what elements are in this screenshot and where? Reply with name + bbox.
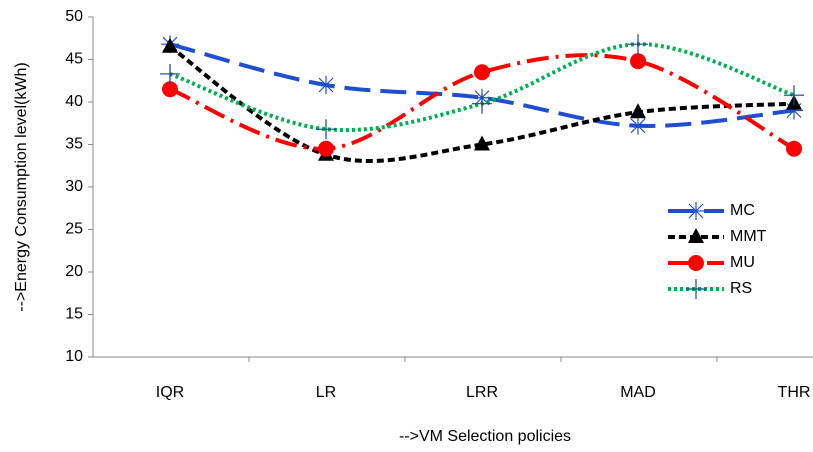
x-tick-label: LR xyxy=(316,384,336,401)
marker xyxy=(628,34,648,55)
marker xyxy=(630,53,646,70)
y-tick-label: 30 xyxy=(65,178,83,195)
marker xyxy=(629,116,647,135)
y-axis-label: -->Energy Consumption level(kWh) xyxy=(13,62,30,311)
marker xyxy=(688,228,704,243)
x-tick-label: MAD xyxy=(620,384,656,401)
legend-label: RS xyxy=(730,280,752,297)
x-tick-label: THR xyxy=(778,384,811,401)
legend-label: MMT xyxy=(730,228,767,245)
series-line xyxy=(168,45,795,163)
x-tick-label: LRR xyxy=(466,384,498,401)
marker xyxy=(474,135,490,151)
marker xyxy=(160,63,180,84)
series-line xyxy=(169,42,795,133)
marker xyxy=(474,64,490,81)
marker xyxy=(162,37,178,53)
x-tick-label: IQR xyxy=(156,384,184,401)
marker xyxy=(162,81,178,98)
y-tick-label: 40 xyxy=(65,93,83,110)
marker xyxy=(687,202,705,220)
legend-label: MC xyxy=(730,202,755,219)
marker xyxy=(630,103,646,119)
y-tick-label: 50 xyxy=(65,8,83,25)
legend-label: MU xyxy=(730,254,755,271)
marker xyxy=(316,119,336,140)
marker xyxy=(784,85,804,106)
y-tick-label: 20 xyxy=(65,263,83,280)
marker xyxy=(318,140,334,157)
y-tick-label: 45 xyxy=(65,51,83,68)
y-tick-label: 25 xyxy=(65,221,83,238)
marker xyxy=(688,255,704,271)
x-axis-label: -->VM Selection policies xyxy=(399,428,571,445)
y-tick-label: 35 xyxy=(65,136,83,153)
marker xyxy=(786,140,802,157)
marker xyxy=(472,93,492,114)
y-tick-label: 15 xyxy=(65,306,83,323)
marker xyxy=(785,101,803,120)
series-line xyxy=(169,42,795,129)
marker xyxy=(317,76,335,94)
marker xyxy=(686,279,706,299)
y-tick-label: 10 xyxy=(65,348,83,365)
